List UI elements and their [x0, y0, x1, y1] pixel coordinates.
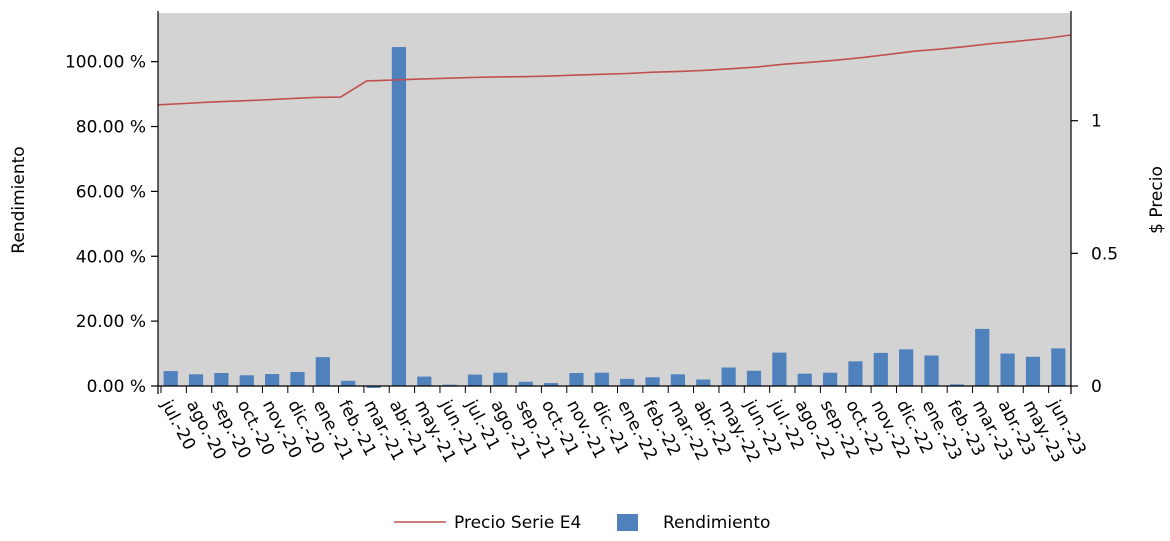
bar-oct.-21 [543, 383, 559, 386]
bar-nov.-21 [569, 373, 584, 386]
y2-axis-title: $ Precio [1147, 166, 1167, 234]
bar-oct.-20 [239, 375, 254, 386]
bar-oct.-22 [848, 361, 863, 386]
bar-dic.-22 [899, 349, 914, 386]
bar-may.-21 [417, 376, 432, 386]
bar-feb.-23 [949, 384, 964, 386]
bar-abr.-23 [1000, 353, 1015, 386]
bar-nov.-20 [265, 373, 280, 386]
bar-feb.-22 [645, 377, 660, 386]
axes [157, 11, 1072, 394]
bar-ago.-21 [493, 372, 508, 386]
y-tick-label: 40.00 % [76, 247, 146, 267]
bar-ene.-22 [620, 378, 635, 386]
bar-series [163, 47, 1066, 388]
y2-tick-label: 0.5 [1091, 244, 1118, 264]
bar-sep.-20 [214, 373, 229, 386]
bar-mar.-23 [975, 328, 990, 386]
y-tick-label: 80.00 % [76, 118, 146, 138]
bar-jul.-22 [772, 352, 787, 386]
y2-axis-ticks: 00.51 [1071, 112, 1118, 397]
bar-dic.-20 [290, 372, 305, 386]
y-axis-ticks: 0.00 % 20.00 % 40.00 % 60.00 % 80.00 % 100.00… [65, 53, 158, 397]
bar-abr.-21 [391, 47, 407, 387]
bar-jul.-20 [163, 371, 178, 386]
bar-dic.-21 [594, 372, 609, 386]
line-series [157, 34, 1072, 106]
y2-tick-label: 1 [1091, 112, 1102, 132]
legend: Precio Serie E4 Rendimiento [394, 513, 770, 533]
bar-mar.-22 [670, 374, 686, 386]
bar-jun.-22 [746, 370, 762, 386]
bar-jun.-23 [1051, 348, 1066, 386]
legend-label-price: Precio Serie E4 [454, 513, 581, 533]
bar-ene.-23 [924, 355, 939, 386]
bar-mar.-21 [366, 386, 381, 388]
y-tick-label: 0.00 % [87, 377, 146, 397]
bar-sep.-21 [518, 381, 533, 386]
bar-may.-22 [721, 367, 736, 386]
y2-tick-label: 0 [1091, 377, 1102, 397]
bar-jun.-21 [442, 384, 457, 386]
bar-jul.-21 [467, 374, 483, 386]
legend-swatch-bar [617, 514, 638, 531]
bar-nov.-22 [873, 352, 888, 386]
plot-area [158, 13, 1071, 386]
bar-abr.-22 [696, 379, 711, 386]
bar-may.-23 [1025, 356, 1041, 386]
bar-sep.-22 [822, 372, 838, 386]
y-tick-label: 20.00 % [76, 312, 146, 332]
price-line [157, 34, 1072, 106]
bar-feb.-21 [341, 380, 356, 386]
x-axis-ticks: jul.-20ago.-20sep.-20oct.-20nov.-20dic.-… [156, 386, 1090, 466]
y-axis-title: Rendimiento [9, 146, 29, 253]
y-tick-label: 60.00 % [76, 182, 146, 202]
y-tick-label: 100.00 % [65, 53, 146, 73]
legend-label-yield: Rendimiento [663, 513, 770, 533]
bar-ago.-20 [188, 374, 204, 386]
bar-ago.-22 [797, 373, 812, 386]
bar-ene.-21 [315, 357, 330, 386]
